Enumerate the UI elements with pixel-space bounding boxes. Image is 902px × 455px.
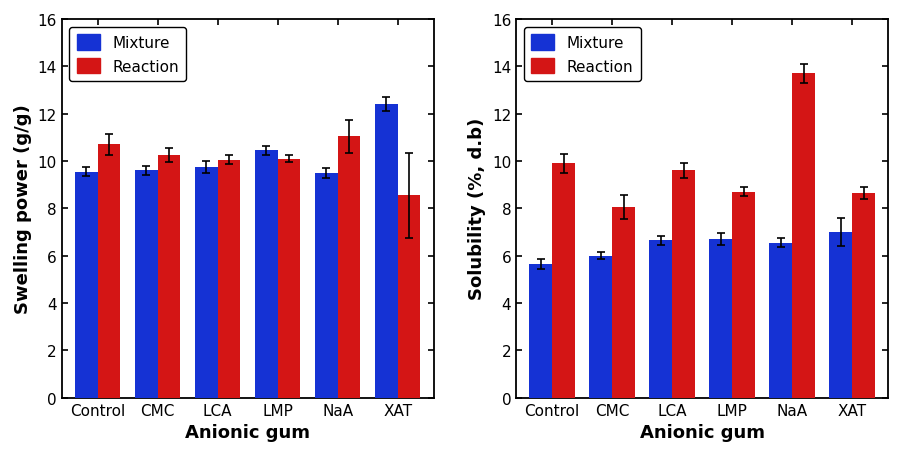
Bar [315, 173, 337, 398]
Bar [829, 233, 852, 398]
Bar [158, 156, 180, 398]
Y-axis label: Solubility (%, d.b): Solubility (%, d.b) [468, 118, 486, 300]
Bar [769, 243, 792, 398]
Bar [529, 264, 552, 398]
X-axis label: Anionic gum: Anionic gum [640, 423, 765, 441]
Bar [195, 167, 217, 398]
Bar [278, 159, 300, 398]
Bar [375, 105, 398, 398]
Bar [255, 151, 278, 398]
Bar [97, 145, 121, 398]
X-axis label: Anionic gum: Anionic gum [185, 423, 310, 441]
Bar [612, 207, 635, 398]
Bar [709, 239, 732, 398]
Bar [75, 172, 97, 398]
Bar [552, 164, 575, 398]
Bar [337, 137, 361, 398]
Bar [217, 161, 241, 398]
Bar [398, 196, 420, 398]
Bar [589, 256, 612, 398]
Legend: Mixture, Reaction: Mixture, Reaction [69, 27, 187, 82]
Bar [792, 74, 815, 398]
Bar [649, 241, 672, 398]
Legend: Mixture, Reaction: Mixture, Reaction [524, 27, 640, 82]
Bar [672, 171, 695, 398]
Bar [732, 192, 755, 398]
Bar [135, 171, 158, 398]
Y-axis label: Swelling power (g/g): Swelling power (g/g) [14, 104, 32, 313]
Bar [852, 193, 875, 398]
